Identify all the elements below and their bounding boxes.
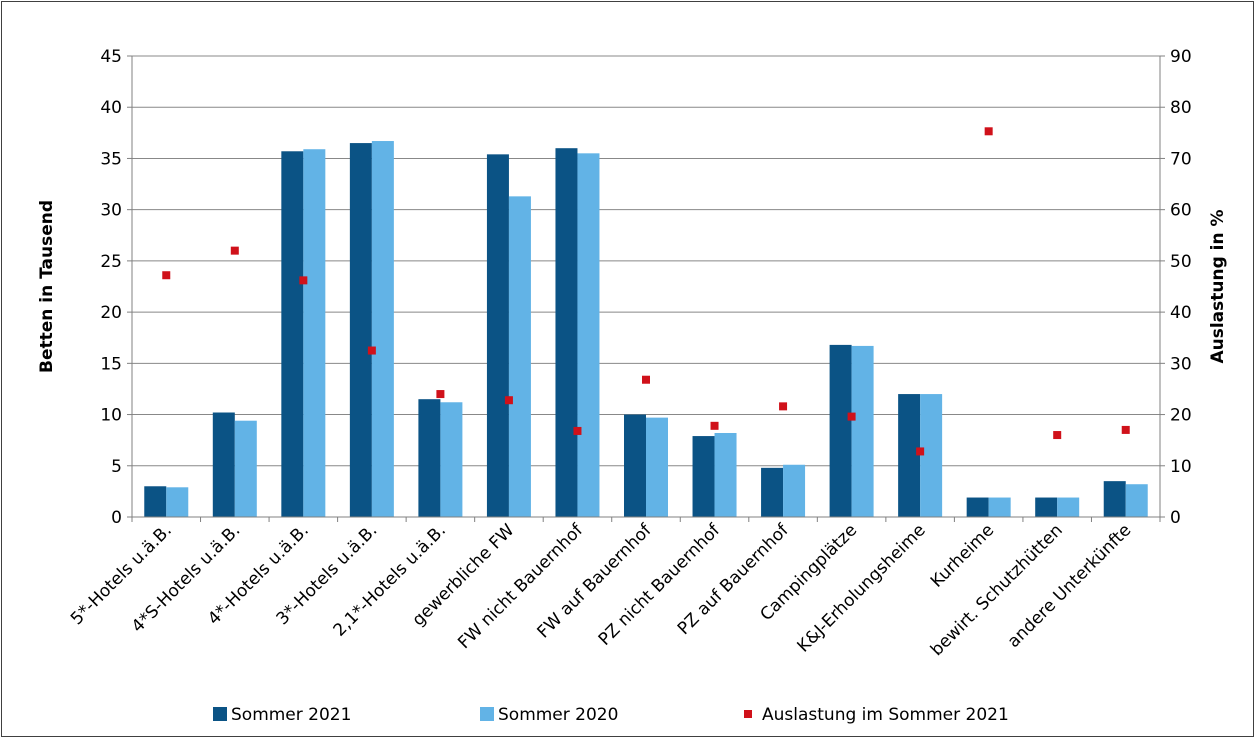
left-tick-label: 5 xyxy=(111,457,122,477)
marker-auslastung-14 xyxy=(1053,431,1062,440)
left-axis-ticks: 0 5 10 15 20 25 30 35 40 45 xyxy=(100,47,122,528)
bar-sommer-2021-6 xyxy=(486,154,509,517)
bar-sommer-2020-7 xyxy=(577,153,600,518)
category-label: andere Unterkünfte xyxy=(1004,520,1135,651)
right-tick-label: 90 xyxy=(1170,47,1192,67)
right-axis-ticks: 0 10 20 30 40 50 60 70 80 90 xyxy=(1170,47,1192,528)
right-tick-label: 20 xyxy=(1170,406,1192,426)
bar-sommer-2021-5 xyxy=(418,399,441,517)
marker-auslastung-13 xyxy=(984,127,993,136)
category-labels: 5*-Hotels u.ä.B.4*S-Hotels u.ä.B.4*-Hote… xyxy=(67,520,1135,661)
marker-auslastung-9 xyxy=(710,421,719,430)
bar-sommer-2021-3 xyxy=(281,151,304,518)
bar-sommer-2020-9 xyxy=(714,432,737,517)
left-tick-label: 15 xyxy=(100,354,122,374)
bar-sommer-2020-8 xyxy=(646,417,668,517)
left-axis-title: Betten in Tausend xyxy=(37,200,57,373)
bar-sommer-2021-9 xyxy=(692,436,715,517)
bar-sommer-2021-4 xyxy=(349,143,372,518)
bar-sommer-2021-10 xyxy=(761,467,784,517)
bar-sommer-2020-14 xyxy=(1057,497,1080,517)
marker-auslastung-3 xyxy=(299,276,308,285)
marker-auslastung-5 xyxy=(436,390,445,399)
marker-auslastung-8 xyxy=(642,375,650,384)
category-label: bewirt. Schutzhütten xyxy=(927,520,1067,660)
right-tick-label: 0 xyxy=(1170,508,1181,528)
legend-swatch-auslastung xyxy=(744,710,752,718)
bars xyxy=(144,141,1148,518)
category-label: 2,1*-Hotels u.ä.B. xyxy=(330,520,450,640)
marker-auslastung-11 xyxy=(847,412,856,421)
bar-sommer-2021-11 xyxy=(829,344,852,517)
right-tick-label: 60 xyxy=(1170,201,1192,221)
category-label: PZ nicht Bauernhof xyxy=(595,520,725,650)
marker-auslastung-7 xyxy=(573,426,582,435)
bar-sommer-2020-11 xyxy=(851,345,874,517)
bar-sommer-2021-8 xyxy=(624,414,646,517)
legend-label-sommer-2021: Sommer 2021 xyxy=(231,705,351,725)
bar-sommer-2021-2 xyxy=(212,412,235,517)
legend-swatch-sommer-2020 xyxy=(480,707,494,721)
marker-auslastung-12 xyxy=(916,447,925,456)
left-tick-label: 35 xyxy=(100,149,122,169)
bar-sommer-2021-12 xyxy=(898,394,921,517)
right-tick-label: 40 xyxy=(1170,303,1192,323)
category-label: FW auf Bauernhof xyxy=(534,520,657,643)
bar-sommer-2020-2 xyxy=(234,420,257,517)
bar-sommer-2021-1 xyxy=(144,486,167,517)
left-tick-label: 25 xyxy=(100,252,122,272)
left-tick-label: 0 xyxy=(111,508,122,528)
left-tick-label: 45 xyxy=(100,47,122,67)
bar-sommer-2021-13 xyxy=(966,497,989,517)
legend: Sommer 2021 Sommer 2020 Auslastung im So… xyxy=(213,705,1009,725)
category-label: Kurheime xyxy=(927,520,998,591)
bar-sommer-2020-13 xyxy=(988,497,1011,517)
right-tick-label: 50 xyxy=(1170,252,1192,272)
category-label: K&J-Erholungsheime xyxy=(794,520,930,656)
bar-sommer-2020-15 xyxy=(1125,484,1148,517)
right-axis-title: Auslastung in % xyxy=(1208,209,1228,363)
marker-auslastung-10 xyxy=(779,402,788,411)
bar-sommer-2021-7 xyxy=(555,148,578,517)
occupancy-markers xyxy=(162,127,1130,456)
right-tick-label: 30 xyxy=(1170,354,1192,374)
bar-sommer-2021-14 xyxy=(1035,497,1058,517)
bar-sommer-2020-1 xyxy=(166,487,189,517)
marker-auslastung-4 xyxy=(367,346,376,355)
axes xyxy=(127,55,1165,522)
right-tick-label: 10 xyxy=(1170,457,1192,477)
marker-auslastung-2 xyxy=(230,246,239,255)
legend-label-sommer-2020: Sommer 2020 xyxy=(498,705,618,725)
marker-auslastung-6 xyxy=(504,396,513,405)
bar-sommer-2020-6 xyxy=(508,196,531,518)
left-tick-label: 10 xyxy=(100,406,122,426)
left-tick-label: 40 xyxy=(100,98,122,118)
bar-sommer-2021-15 xyxy=(1103,481,1126,517)
bar-sommer-2020-4 xyxy=(371,141,394,518)
category-label: FW nicht Bauernhof xyxy=(454,520,587,653)
bar-sommer-2020-12 xyxy=(920,394,943,517)
left-tick-label: 30 xyxy=(100,201,122,221)
legend-label-auslastung: Auslastung im Sommer 2021 xyxy=(762,705,1009,725)
legend-swatch-sommer-2021 xyxy=(213,707,227,721)
right-tick-label: 80 xyxy=(1170,98,1192,118)
bar-sommer-2020-5 xyxy=(440,402,463,517)
marker-auslastung-1 xyxy=(162,271,171,280)
bar-sommer-2020-10 xyxy=(783,464,806,517)
bar-sommer-2020-3 xyxy=(303,149,326,518)
left-tick-label: 20 xyxy=(100,303,122,323)
marker-auslastung-15 xyxy=(1121,425,1130,434)
right-tick-label: 70 xyxy=(1170,149,1192,169)
